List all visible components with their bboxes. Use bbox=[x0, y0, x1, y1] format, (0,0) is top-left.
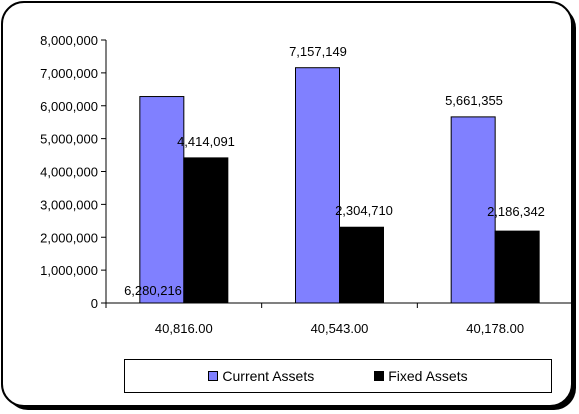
legend-label-current-assets: Current Assets bbox=[222, 368, 315, 384]
y-tick-label: 6,000,000 bbox=[40, 99, 98, 114]
legend-label-fixed-assets: Fixed Assets bbox=[388, 368, 468, 384]
legend-swatch-fixed-assets bbox=[374, 371, 385, 381]
data-label-fixed-assets: 4,414,091 bbox=[177, 134, 235, 149]
bar-fixed-assets bbox=[494, 230, 540, 304]
data-label-current-assets: 5,661,355 bbox=[445, 93, 503, 108]
x-tick-label: 40,178.00 bbox=[466, 321, 524, 336]
data-label-current-assets: 7,157,149 bbox=[289, 44, 347, 59]
y-tick-label: 7,000,000 bbox=[40, 66, 98, 81]
y-tick-label: 3,000,000 bbox=[40, 197, 98, 212]
y-tick-label: 2,000,000 bbox=[40, 230, 98, 245]
y-tick-label: 5,000,000 bbox=[40, 132, 98, 147]
y-tick-label: 4,000,000 bbox=[40, 165, 98, 180]
bar-fixed-assets bbox=[339, 226, 384, 304]
legend-swatch-current-assets bbox=[208, 371, 219, 381]
data-label-fixed-assets: 2,304,710 bbox=[335, 203, 393, 218]
x-tick-label: 40,816.00 bbox=[155, 321, 213, 336]
data-label-current-assets: 6,280,216 bbox=[124, 283, 182, 298]
legend-item-current-assets: Current Assets bbox=[208, 368, 314, 384]
y-tick-label: 1,000,000 bbox=[40, 263, 98, 278]
x-tick-label: 40,543.00 bbox=[311, 321, 369, 336]
bar-fixed-assets bbox=[183, 157, 229, 304]
y-tick-label: 0 bbox=[91, 296, 98, 311]
bar-current-assets bbox=[139, 96, 185, 304]
data-label-fixed-assets: 2,186,342 bbox=[487, 204, 545, 219]
y-tick-label: 8,000,000 bbox=[40, 33, 98, 48]
plot-area: 0 1,000,000 2,000,000 3,000,000 4,000,000 5,0… bbox=[40, 33, 574, 336]
legend-item-fixed-assets: Fixed Assets bbox=[374, 368, 468, 384]
bar-current-assets bbox=[450, 116, 496, 304]
legend: Current Assets Fixed Assets bbox=[124, 359, 552, 393]
bar-current-assets bbox=[295, 67, 340, 304]
